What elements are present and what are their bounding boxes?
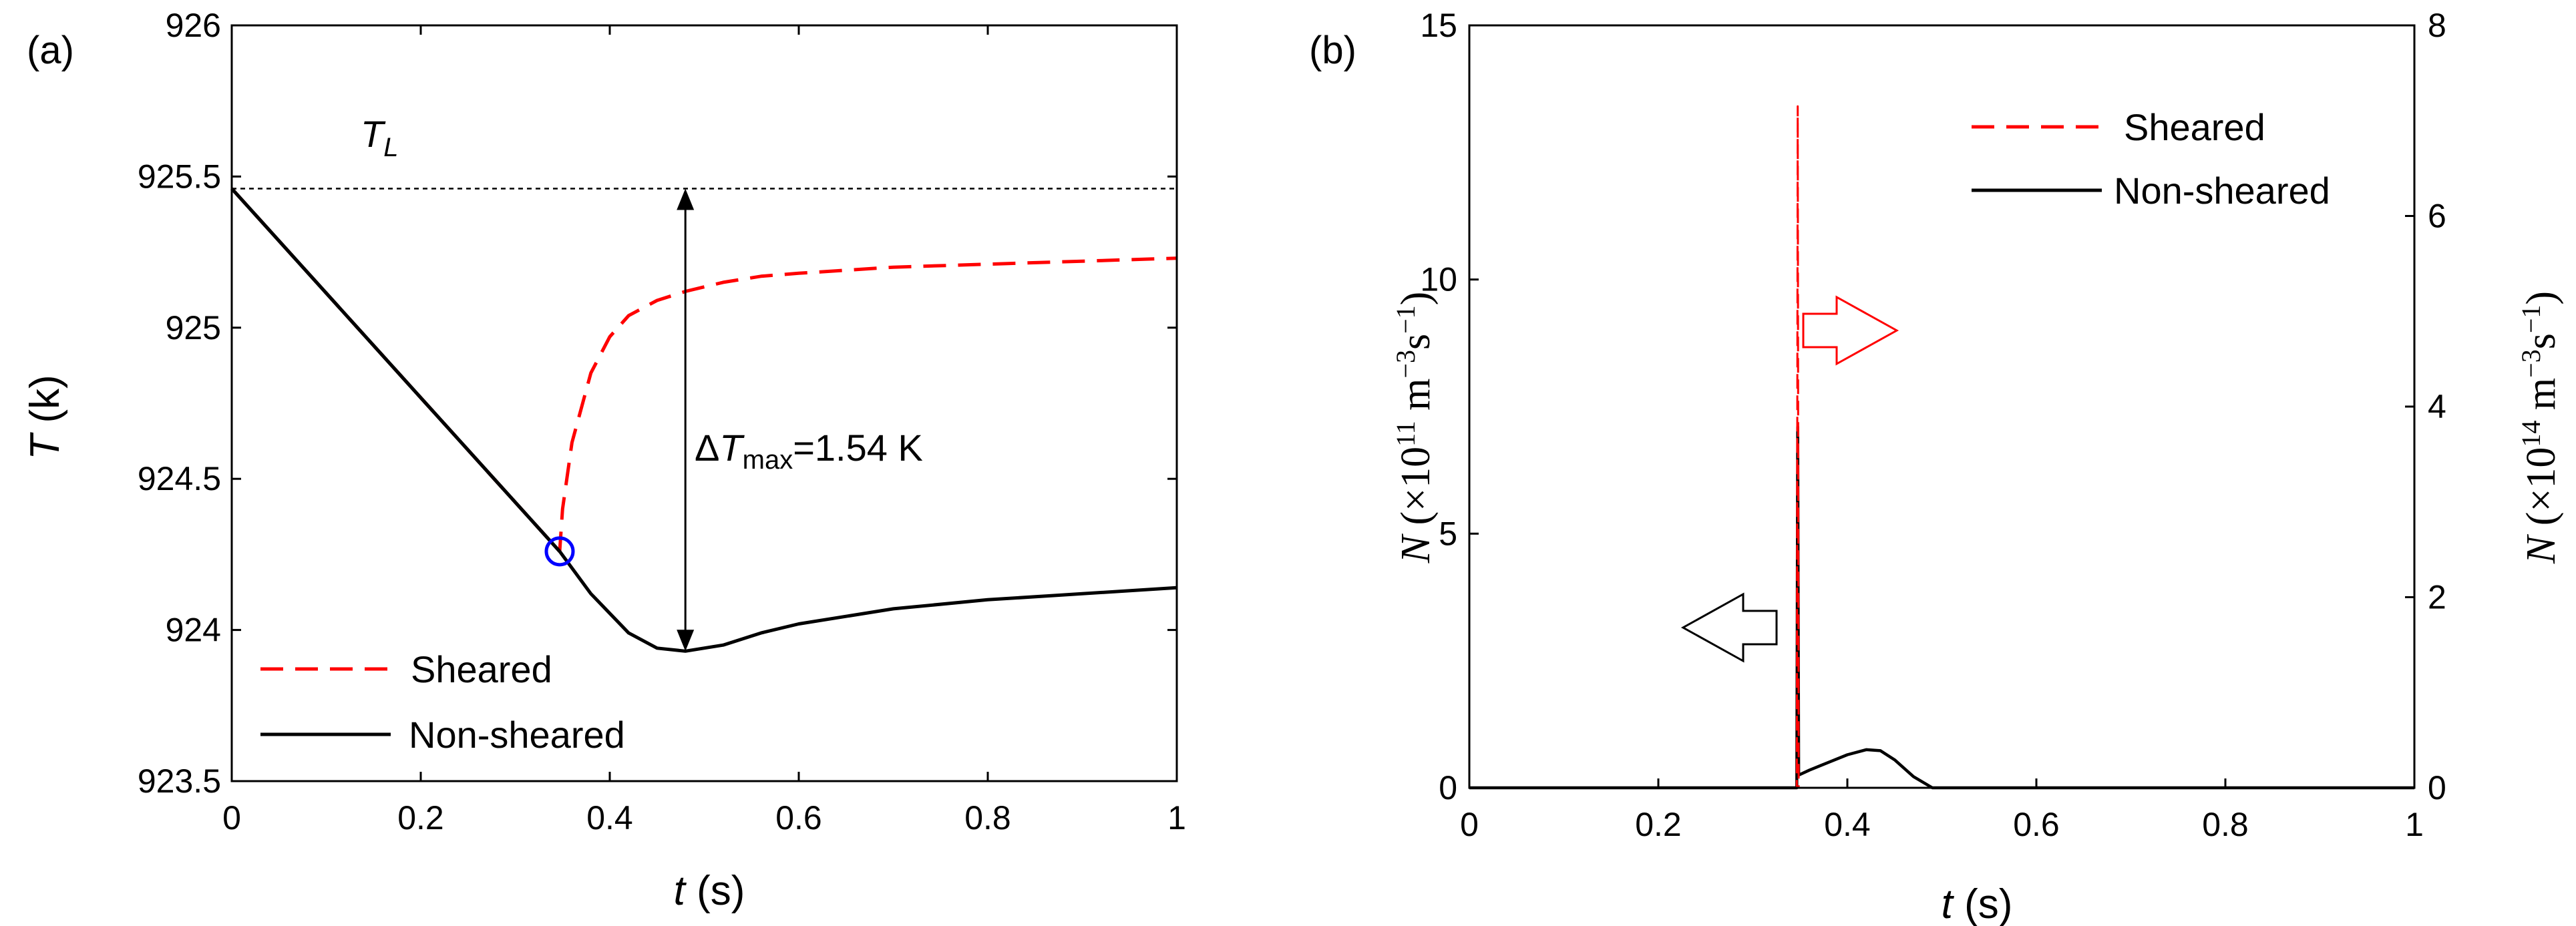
y-tick-label-right: 4 [2428,388,2446,425]
legend-b-sheared-label: Sheared [2124,106,2265,148]
y-tick-label: 923.5 [138,762,221,800]
x-tick-label: 0.8 [964,799,1011,837]
y-tick-label-right: 6 [2428,198,2446,235]
x-tick-label: 0.2 [1635,806,1682,843]
panel-a-tl-label: TL [361,113,398,162]
panel-b-ylabel-left: N (×1011 m−3s−1) [1391,292,1439,564]
y-tick-label: 924.5 [138,460,221,497]
right-axis-arrow-icon [1802,295,1899,366]
series-non-sheared [230,187,1177,653]
left-axis-arrow-icon [1680,592,1778,663]
y-tick-label-right: 2 [2428,579,2446,616]
panel-a-axes-frame [230,24,1178,782]
y-tick-label-left: 5 [1439,515,1457,552]
legend-a-nonsheared-label: Non-sheared [409,714,625,756]
y-tick-label-left: 10 [1420,261,1457,298]
x-tick-label: 0.4 [586,799,633,837]
series-non-sheared [1469,425,2414,790]
x-tick-label: 0.6 [775,799,822,837]
delta-arrow-head-up [677,188,695,210]
legend-b-nonsheared-label: Non-sheared [2114,170,2330,212]
delta-arrow-head-down [677,630,695,652]
y-tick-label: 926 [166,7,221,44]
y-tick-label-right: 8 [2428,7,2446,44]
panel-a-ylabel: T (k) [22,375,68,459]
panel-b-ylabel-right: N (×1014 m−3s−1) [2516,291,2564,564]
panel-b-axes-frame [1468,24,2416,789]
panel-b-legend: Sheared Non-sheared [1972,106,2330,212]
panel-b-label: (b) [1309,29,1356,72]
y-tick-label-right: 0 [2428,769,2446,806]
panel-a-xlabel: t (s) [674,868,745,914]
panel-a-delta-label: ΔTmax=1.54 K [695,427,923,475]
y-tick-label-left: 0 [1439,769,1457,806]
panel-a-plot-area [230,187,1177,653]
y-tick-label: 925.5 [138,158,221,195]
x-tick-label: 0.4 [1824,806,1871,843]
panel-b-xlabel: t (s) [1942,881,2013,926]
x-tick-label: 1 [1167,799,1186,837]
nucleation-marker [544,536,575,567]
x-tick-label: 0.8 [2202,806,2249,843]
series-shared-segment [230,187,561,553]
y-tick-label: 924 [166,612,221,649]
x-tick-label: 0.2 [397,799,444,837]
series-sheared [230,187,1177,553]
legend-a-sheared-label: Sheared [411,648,552,690]
x-tick-label: 0 [1460,806,1479,843]
panel-a-legend: Sheared Non-sheared [260,648,625,756]
x-tick-label: 0.6 [2013,806,2060,843]
panel-a-label: (a) [27,29,74,72]
panel-a-ticks: 0 0.2 0.4 0.6 0.8 1 923.5 924 924.5 925 925.5 926 [138,7,1186,837]
y-tick-label-left: 15 [1420,7,1457,44]
y-tick-label: 925 [166,309,221,346]
x-tick-label: 1 [2405,806,2424,843]
panel-a: (a) 0 0.2 0.4 0.6 0.8 1 923.5 924 924.5 925 925.5 9… [22,7,1186,914]
x-tick-label: 0 [222,799,241,837]
